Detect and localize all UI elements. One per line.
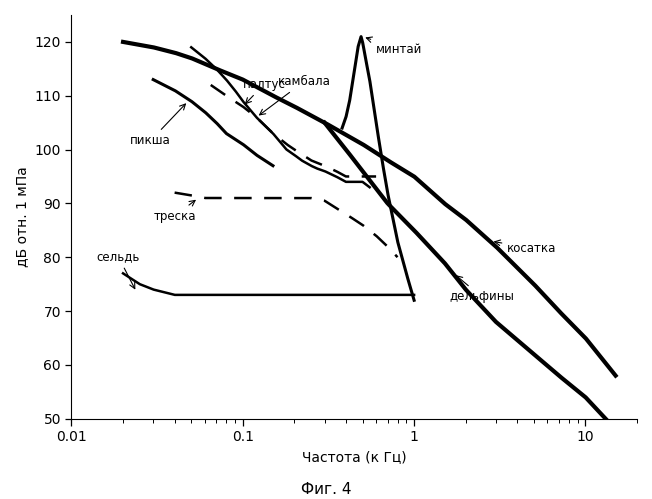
Text: Фиг. 4: Фиг. 4 bbox=[301, 482, 351, 497]
Text: сельдь: сельдь bbox=[96, 250, 140, 288]
X-axis label: Частота (к Гц): Частота (к Гц) bbox=[302, 450, 407, 464]
Text: треска: треска bbox=[153, 201, 196, 223]
Text: палтус: палтус bbox=[243, 78, 286, 104]
Text: минтай: минтай bbox=[366, 37, 422, 56]
Text: пикша: пикша bbox=[130, 104, 185, 147]
Y-axis label: дБ отн. 1 мПа: дБ отн. 1 мПа bbox=[15, 167, 29, 267]
Text: косатка: косатка bbox=[495, 240, 557, 255]
Text: дельфины: дельфины bbox=[449, 276, 514, 303]
Text: камбала: камбала bbox=[259, 75, 331, 115]
